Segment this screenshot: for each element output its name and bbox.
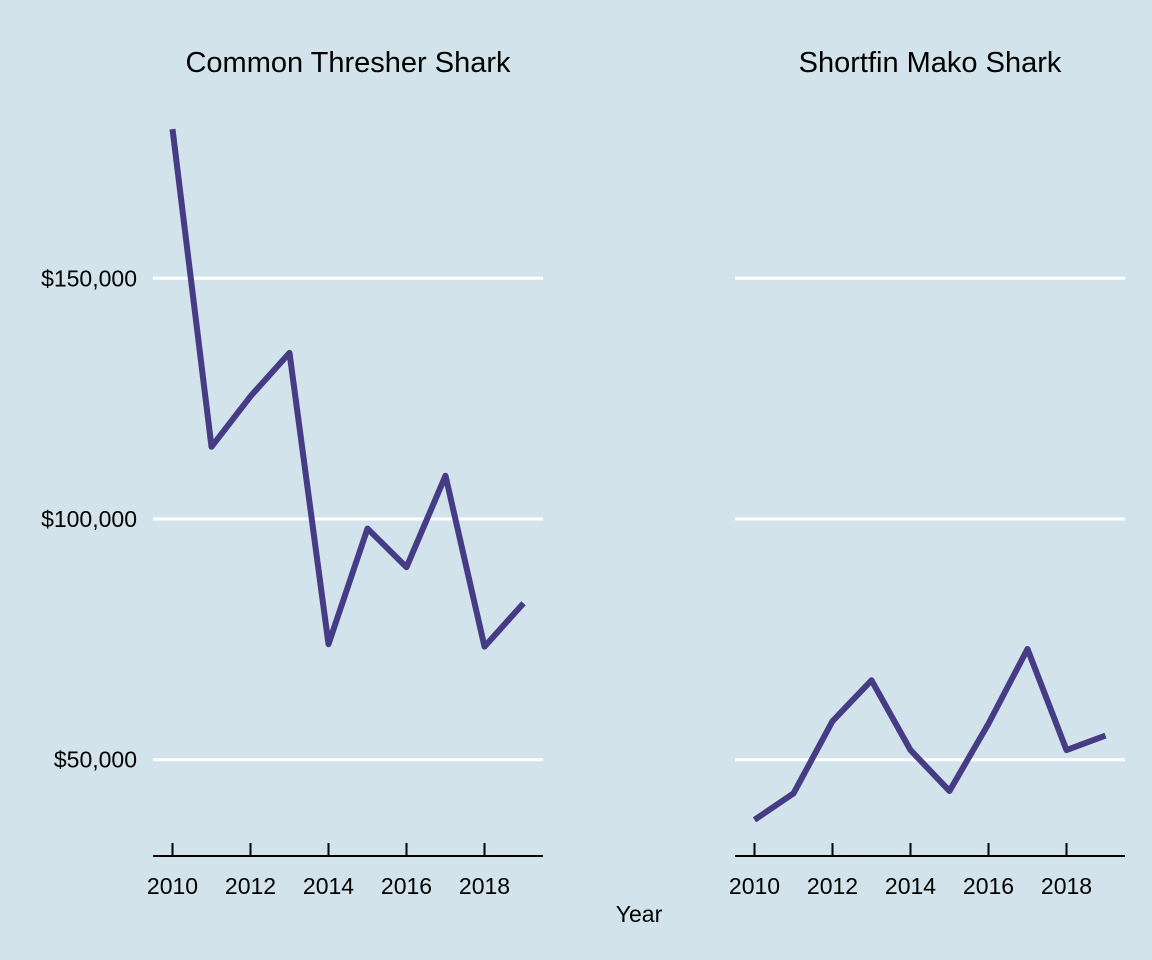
series-line-layer <box>752 646 1107 823</box>
x-axis-title: Year <box>616 901 663 927</box>
x-axis: 2010 2012 2014 2016 2018 <box>729 843 1125 899</box>
y-tick-label: $100,000 <box>41 506 137 532</box>
series-line <box>169 128 526 650</box>
x-tick-label: 2012 <box>225 873 276 899</box>
panel-gridlines <box>735 276 1125 762</box>
y-tick-label: $150,000 <box>41 265 137 291</box>
x-tick-label: 2012 <box>807 873 858 899</box>
panel-title: Shortfin Mako Shark <box>799 47 1062 79</box>
panel-gridlines <box>153 276 543 762</box>
x-tick-label: 2014 <box>885 873 936 899</box>
x-tick-label: 2016 <box>381 873 432 899</box>
y-axis-labels: $50,000 $100,000 $150,000 <box>41 265 137 772</box>
x-tick-label: 2016 <box>963 873 1014 899</box>
x-tick-label: 2018 <box>1041 873 1092 899</box>
x-tick-label: 2010 <box>729 873 780 899</box>
panel-title: Common Thresher Shark <box>185 47 511 79</box>
series-line <box>752 646 1107 823</box>
series-line-layer <box>169 128 526 650</box>
x-tick-label: 2014 <box>303 873 354 899</box>
x-axis: 2010 2012 2014 2016 2018 <box>147 843 543 899</box>
x-tick-label: 2010 <box>147 873 198 899</box>
y-tick-label: $50,000 <box>54 747 137 773</box>
panel-common-thresher: Common Thresher Shark $50,000 $100,000 $15… <box>41 47 543 899</box>
panel-shortfin-mako: Shortfin Mako Shark 2010 2012 2014 2016 2018 <box>729 47 1125 899</box>
x-tick-label: 2018 <box>459 873 510 899</box>
